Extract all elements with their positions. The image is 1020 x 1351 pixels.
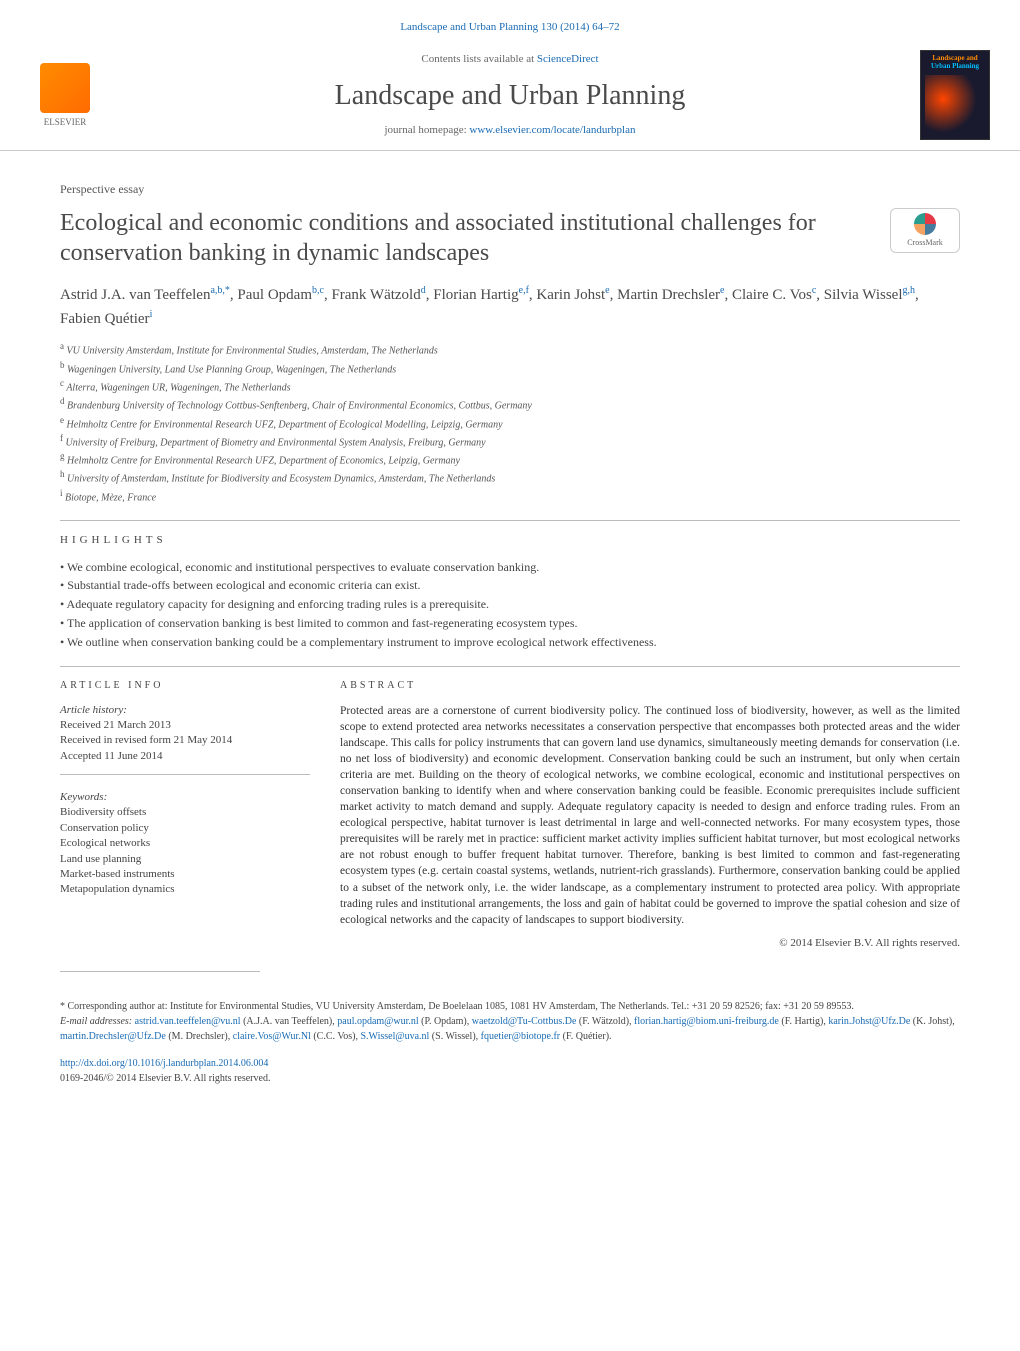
email-link[interactable]: karin.Johst@Ufz.De [828, 1016, 910, 1027]
authors-line: Astrid J.A. van Teeffelena,b,*, Paul Opd… [60, 283, 960, 330]
history-lines: Received 21 March 2013Received in revise… [60, 718, 310, 764]
email-link[interactable]: astrid.van.teeffelen@vu.nl [135, 1016, 241, 1027]
keywords-block: Keywords: Biodiversity offsetsConservati… [60, 790, 310, 898]
keyword-item: Metapopulation dynamics [60, 882, 310, 897]
article-history: Article history: Received 21 March 2013R… [60, 703, 310, 776]
keyword-item: Ecological networks [60, 836, 310, 851]
affiliation-item: i Biotope, Mèze, France [60, 487, 960, 505]
masthead-center: Contents lists available at ScienceDirec… [100, 52, 920, 138]
email-link[interactable]: martin.Drechsler@Ufz.De [60, 1031, 166, 1042]
email-link[interactable]: paul.opdam@wur.nl [337, 1016, 418, 1027]
info-abstract-row: article info Article history: Received 2… [60, 679, 960, 952]
affiliations-list: a VU University Amsterdam, Institute for… [60, 340, 960, 505]
affiliation-item: e Helmholtz Centre for Environmental Res… [60, 414, 960, 432]
highlight-item: The application of conservation banking … [60, 615, 960, 632]
running-head-link[interactable]: Landscape and Urban Planning 130 (2014) … [400, 21, 619, 33]
footer-divider [60, 971, 260, 972]
homepage-prefix: journal homepage: [385, 124, 470, 136]
crossmark-badge[interactable]: CrossMark [890, 208, 960, 253]
keyword-item: Conservation policy [60, 821, 310, 836]
email-link[interactable]: waetzold@Tu-Cottbus.De [472, 1016, 577, 1027]
journal-name: Landscape and Urban Planning [100, 76, 920, 115]
title-row: Ecological and economic conditions and a… [60, 208, 960, 283]
email-link[interactable]: claire.Vos@Wur.Nl [233, 1031, 311, 1042]
highlight-item: We combine ecological, economic and inst… [60, 559, 960, 576]
elsevier-logo[interactable]: ELSEVIER [30, 55, 100, 135]
history-line: Received in revised form 21 May 2014 [60, 733, 310, 748]
crossmark-label: CrossMark [907, 237, 943, 248]
divider [60, 520, 960, 521]
highlight-item: Substantial trade-offs between ecologica… [60, 577, 960, 594]
keyword-item: Market-based instruments [60, 867, 310, 882]
highlight-item: Adequate regulatory capacity for designi… [60, 596, 960, 613]
history-line: Accepted 11 June 2014 [60, 749, 310, 764]
email-link[interactable]: fquetier@biotope.fr [481, 1031, 560, 1042]
affiliation-item: g Helmholtz Centre for Environmental Res… [60, 450, 960, 468]
keywords-label: Keywords: [60, 790, 310, 805]
affiliation-item: a VU University Amsterdam, Institute for… [60, 340, 960, 358]
issn-line: 0169-2046/© 2014 Elsevier B.V. All right… [60, 1073, 270, 1084]
article-title: Ecological and economic conditions and a… [60, 208, 840, 268]
journal-cover[interactable]: Landscape and Urban Planning [920, 50, 990, 140]
history-label: Article history: [60, 704, 127, 716]
affiliation-item: c Alterra, Wageningen UR, Wageningen, Th… [60, 377, 960, 395]
affiliation-item: f University of Freiburg, Department of … [60, 432, 960, 450]
keyword-item: Land use planning [60, 852, 310, 867]
masthead: ELSEVIER Contents lists available at Sci… [0, 50, 1020, 151]
affiliation-item: h University of Amsterdam, Institute for… [60, 468, 960, 486]
doi-block: http://dx.doi.org/10.1016/j.landurbplan.… [60, 1056, 960, 1086]
contents-prefix: Contents lists available at [421, 53, 536, 65]
affiliation-item: b Wageningen University, Land Use Planni… [60, 359, 960, 377]
cover-title-bottom: Urban Planning [925, 63, 985, 71]
homepage-line: journal homepage: www.elsevier.com/locat… [100, 123, 920, 138]
doi-link[interactable]: http://dx.doi.org/10.1016/j.landurbplan.… [60, 1058, 268, 1069]
cover-art [925, 75, 985, 136]
abstract-heading: abstract [340, 679, 960, 693]
article-type: Perspective essay [60, 181, 960, 198]
elsevier-label: ELSEVIER [44, 116, 87, 129]
elsevier-tree-icon [40, 63, 90, 113]
highlights-list: We combine ecological, economic and inst… [60, 559, 960, 651]
abstract-copyright: © 2014 Elsevier B.V. All rights reserved… [340, 936, 960, 951]
affiliation-item: d Brandenburg University of Technology C… [60, 395, 960, 413]
article-info-heading: article info [60, 679, 310, 693]
homepage-link[interactable]: www.elsevier.com/locate/landurbplan [469, 124, 635, 136]
highlights-label: highlights [60, 533, 960, 548]
crossmark-icon [914, 213, 936, 235]
highlight-item: We outline when conservation banking cou… [60, 634, 960, 651]
divider [60, 666, 960, 667]
abstract-text: Protected areas are a cornerstone of cur… [340, 703, 960, 928]
contents-line: Contents lists available at ScienceDirec… [100, 52, 920, 67]
email-addresses: E-mail addresses: astrid.van.teeffelen@v… [60, 1014, 960, 1044]
abstract-col: abstract Protected areas are a cornersto… [340, 679, 960, 952]
corresponding-author: * Corresponding author at: Institute for… [60, 999, 960, 1014]
article-body: Perspective essay Ecological and economi… [0, 161, 1020, 971]
email-link[interactable]: S.Wissel@uva.nl [360, 1031, 429, 1042]
article-info-col: article info Article history: Received 2… [60, 679, 310, 952]
footer: * Corresponding author at: Institute for… [0, 984, 1020, 1111]
sciencedirect-link[interactable]: ScienceDirect [537, 53, 599, 65]
keywords-lines: Biodiversity offsetsConservation policyE… [60, 805, 310, 897]
history-line: Received 21 March 2013 [60, 718, 310, 733]
page-header: Landscape and Urban Planning 130 (2014) … [0, 0, 1020, 161]
running-head: Landscape and Urban Planning 130 (2014) … [0, 20, 1020, 35]
email-link[interactable]: florian.hartig@biom.uni-freiburg.de [634, 1016, 779, 1027]
keyword-item: Biodiversity offsets [60, 805, 310, 820]
